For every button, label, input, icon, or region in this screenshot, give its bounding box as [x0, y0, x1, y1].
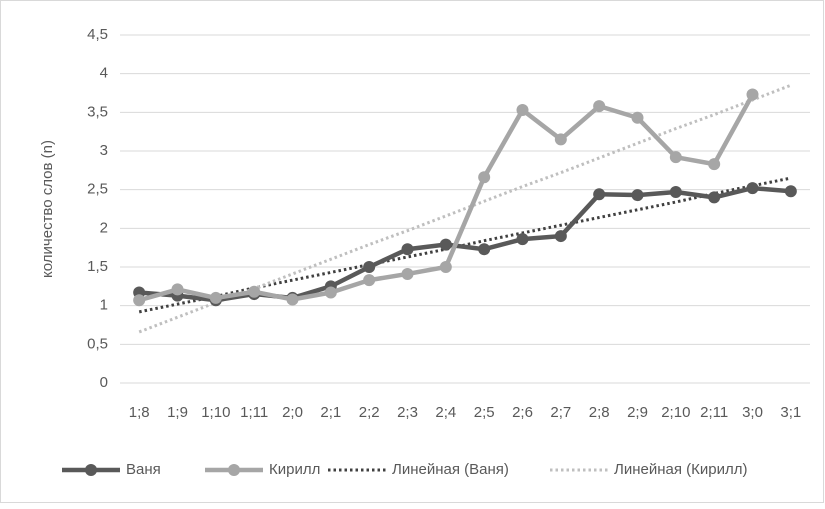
point [554, 230, 567, 243]
x-tick-label: 2;9 [627, 404, 648, 421]
point [363, 261, 376, 273]
point [133, 294, 146, 307]
y-tick-label: 1 [100, 297, 108, 314]
x-tick-label: 2;4 [435, 404, 456, 421]
point [746, 182, 759, 195]
legend-marker [85, 464, 97, 476]
y-tick-label: 3 [100, 142, 108, 159]
y-tick-label: 0,5 [87, 335, 108, 352]
point [669, 185, 682, 198]
point [784, 185, 797, 198]
x-tick-label: 3;0 [742, 404, 763, 421]
x-tick-label: 2;10 [661, 404, 690, 421]
point [631, 111, 644, 124]
x-tick-label: 3;1 [780, 404, 801, 421]
x-tick-label: 1;9 [167, 404, 188, 421]
point [554, 133, 567, 146]
legend-label: Линейная (Кирилл) [614, 461, 747, 478]
point [516, 233, 529, 246]
point [439, 261, 452, 273]
y-axis-title: количество слов (n) [39, 140, 56, 278]
x-tick-label: 2;8 [589, 404, 610, 421]
x-tick-label: 2;0 [282, 404, 303, 421]
point [401, 243, 414, 256]
point [286, 293, 299, 306]
y-tick-label: 4 [100, 65, 108, 82]
point [439, 238, 452, 251]
x-tick-label: 2;3 [397, 404, 418, 421]
y-tick-label: 2 [100, 219, 108, 236]
legend-label: Кирилл [269, 461, 320, 478]
point [746, 88, 759, 101]
point [669, 151, 682, 164]
point [171, 283, 184, 296]
point [631, 189, 644, 202]
point [478, 171, 491, 184]
point [593, 188, 606, 201]
y-tick-label: 0 [100, 374, 108, 391]
point [708, 191, 721, 204]
x-tick-label: 2;6 [512, 404, 533, 421]
x-tick-label: 1;10 [201, 404, 230, 421]
y-tick-label: 2,5 [87, 181, 108, 198]
y-tick-label: 4,5 [87, 26, 108, 43]
x-tick-label: 2;1 [320, 404, 341, 421]
point [363, 274, 376, 287]
x-tick-label: 2;7 [550, 404, 571, 421]
point [209, 291, 222, 304]
point [478, 243, 491, 256]
x-tick-label: 2;11 [700, 404, 728, 421]
series-line [138, 176, 792, 314]
point [708, 158, 721, 171]
point [401, 267, 414, 280]
x-tick-label: 1;11 [240, 404, 268, 421]
x-tick-label: 2;5 [474, 404, 495, 421]
point [248, 285, 261, 298]
y-tick-label: 1,5 [87, 258, 108, 275]
x-tick-label: 1;8 [129, 404, 150, 421]
y-tick-label: 3,5 [87, 103, 108, 120]
x-tick-label: 2;2 [359, 404, 380, 421]
series-line [138, 185, 792, 303]
legend-label: Линейная (Ваня) [392, 461, 509, 478]
point [593, 100, 606, 113]
legend-marker [228, 464, 240, 476]
point [516, 104, 529, 117]
legend-label: Ваня [126, 461, 161, 478]
point [324, 286, 337, 299]
